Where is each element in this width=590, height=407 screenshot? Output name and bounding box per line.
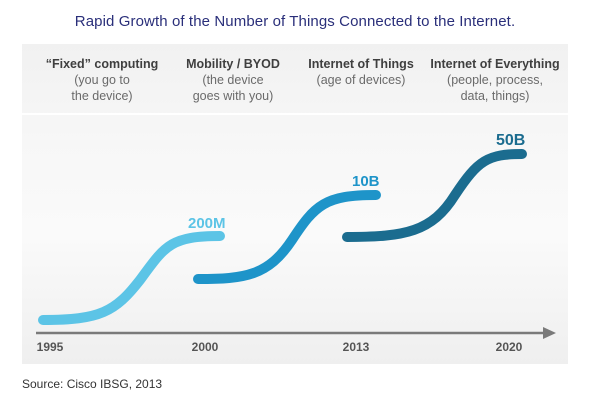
era-description-line: (you go to bbox=[74, 73, 130, 87]
era-description-line: the device) bbox=[71, 89, 133, 103]
year-label: 2020 bbox=[495, 340, 523, 354]
era-title: Internet of Everything bbox=[430, 57, 560, 71]
era-description-line: (the device bbox=[202, 73, 264, 87]
growth-curve-50b bbox=[342, 149, 527, 242]
era-description-line: (age of devices) bbox=[316, 73, 406, 87]
era-fixed-computing: “Fixed” computing (you go to the device) bbox=[32, 56, 172, 104]
era-mobility-byod: Mobility / BYOD (the device goes with yo… bbox=[168, 56, 298, 104]
page-title: Rapid Growth of the Number of Things Con… bbox=[74, 13, 516, 30]
year-label: 1995 bbox=[36, 340, 64, 354]
milestone-label-200m: 200M bbox=[188, 215, 226, 232]
era-internet-of-things: Internet of Things (age of devices) bbox=[292, 56, 430, 88]
source-note: Source: Cisco IBSG, 2013 bbox=[22, 377, 163, 391]
era-description-line: goes with you) bbox=[192, 89, 274, 103]
growth-curve-200m bbox=[38, 231, 225, 325]
milestone-label-50b: 50B bbox=[496, 132, 525, 149]
year-label: 2013 bbox=[342, 340, 370, 354]
year-label: 2000 bbox=[191, 340, 219, 354]
era-title: Internet of Things bbox=[308, 57, 414, 71]
era-title: “Fixed” computing bbox=[45, 57, 159, 71]
timeline-axis-arrow bbox=[543, 327, 556, 339]
era-title: Mobility / BYOD bbox=[186, 57, 280, 71]
era-description-line: (people, process, bbox=[447, 73, 543, 87]
milestone-label-10b: 10B bbox=[352, 173, 380, 190]
era-description-line: data, things) bbox=[460, 89, 530, 103]
era-internet-of-everything: Internet of Everything (people, process,… bbox=[420, 56, 570, 104]
growth-curve-10b bbox=[193, 190, 381, 284]
